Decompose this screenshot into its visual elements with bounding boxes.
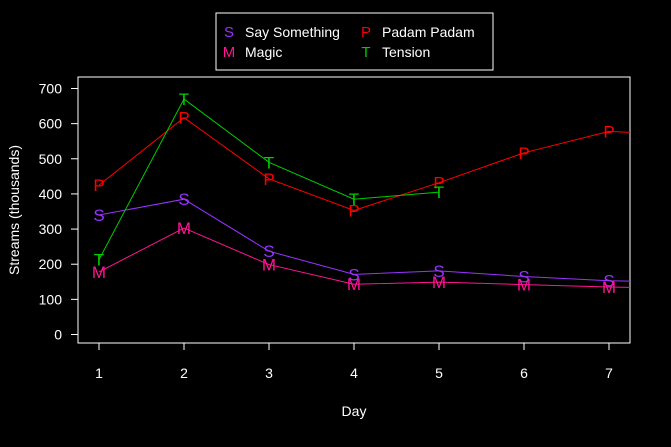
legend-label-padam-padam: Padam Padam	[382, 24, 475, 40]
data-point-magic: M	[602, 278, 616, 297]
data-point-padam-padam: P	[348, 201, 359, 220]
x-tick-label: 7	[605, 365, 613, 381]
data-point-say-something: S	[433, 262, 444, 281]
data-point-padam-padam: P	[178, 109, 189, 128]
legend-box	[215, 12, 494, 71]
y-tick-label: 600	[39, 116, 63, 132]
data-point-magic: M	[517, 276, 531, 295]
data-point-say-something: S	[178, 190, 189, 209]
data-point-padam-padam: P	[263, 170, 274, 189]
y-axis-label: Streams (thousands)	[6, 145, 22, 275]
legend-marker-tension: T	[361, 44, 370, 61]
y-tick-label: 0	[54, 327, 62, 343]
x-tick-label: 6	[520, 365, 528, 381]
data-point-padam-padam: P	[603, 122, 614, 141]
x-tick-label: 4	[350, 365, 358, 381]
data-point-say-something: S	[348, 265, 359, 284]
data-point-padam-padam: P	[433, 174, 444, 193]
y-axis: 0 100 200 300 400 500 600 700	[39, 81, 79, 343]
data-point-say-something: S	[263, 242, 274, 261]
data-point-tension: T	[434, 183, 444, 202]
data-point-tension: T	[179, 90, 189, 109]
data-point-tension: T	[349, 190, 359, 209]
data-point-magic: M	[92, 263, 106, 282]
data-point-magic: M	[432, 273, 446, 292]
data-point-padam-padam: P	[93, 176, 104, 195]
y-tick-label: 500	[39, 151, 63, 167]
legend-label-say-something: Say Something	[245, 24, 340, 40]
legend: S Say Something M Magic P Padam Padam T Tension	[215, 12, 494, 71]
data-point-tension: T	[264, 153, 274, 172]
data-point-padam-padam: P	[518, 144, 529, 163]
data-point-magic: M	[347, 275, 361, 294]
data-point-magic: M	[177, 219, 191, 238]
x-tick-label: 3	[265, 365, 273, 381]
legend-label-tension: Tension	[382, 44, 430, 60]
x-tick-label: 2	[180, 365, 188, 381]
data-point-say-something: S	[603, 272, 614, 291]
y-tick-label: 300	[39, 221, 63, 237]
x-axis-label: Day	[342, 403, 367, 419]
legend-marker-magic: M	[223, 44, 236, 61]
data-point-tension: T	[94, 251, 104, 270]
series-line-tension	[98, 98, 440, 260]
data-point-say-something: S	[93, 206, 104, 225]
x-axis: 1 2 3 4 5 6 7	[95, 342, 613, 381]
legend-marker-padam-padam: P	[361, 24, 371, 41]
x-tick-label: 5	[435, 365, 443, 381]
x-tick-label: 1	[95, 365, 103, 381]
y-tick-label: 100	[39, 291, 63, 307]
data-point-magic: M	[262, 256, 276, 275]
series-line-say-something	[98, 198, 631, 282]
legend-marker-say-something: S	[224, 24, 234, 41]
series-line-padam-padam	[98, 117, 631, 211]
y-tick-label: 400	[39, 186, 63, 202]
legend-label-magic: Magic	[245, 44, 282, 60]
data-point-say-something: S	[518, 268, 529, 287]
y-tick-label: 200	[39, 256, 63, 272]
y-tick-label: 700	[39, 81, 63, 97]
series-line-magic	[98, 227, 631, 288]
